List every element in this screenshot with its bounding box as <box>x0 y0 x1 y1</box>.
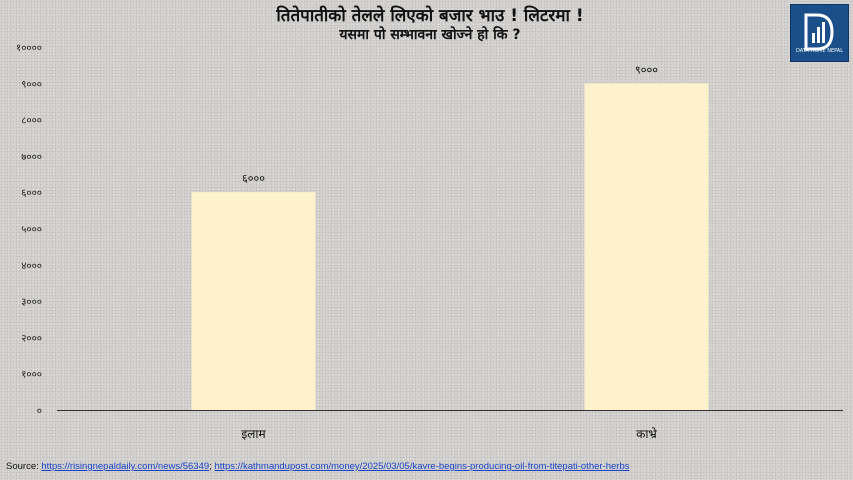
bar-2 <box>584 83 709 411</box>
data-label: ९००० <box>635 63 658 76</box>
y-tick-label: ८००० <box>21 116 42 127</box>
category-label: इलाम <box>241 427 266 441</box>
chart-subtitle: यसमा पो सम्भावना खोज्ने हो कि ? <box>339 27 521 43</box>
data-home-nepal-logo: DATA HOME NEPAL <box>790 4 849 62</box>
category-label: काभ्रे <box>636 427 657 441</box>
source-line: Source: https://risingnepaldaily.com/new… <box>6 461 629 472</box>
source-link-rising-nepal[interactable]: https://risingnepaldaily.com/news/56349 <box>41 461 210 472</box>
y-tick-label: २००० <box>21 333 42 344</box>
y-tick-label: ९००० <box>21 79 42 90</box>
data-label: ६००० <box>242 172 265 185</box>
y-tick-label: १००० <box>21 370 42 381</box>
logo-mark-icon <box>804 13 834 51</box>
title-block: तितेपातीको तेलले लिएको बजार भाउ ! लिटरमा… <box>180 6 680 44</box>
y-tick-label: ३००० <box>21 297 42 308</box>
y-tick-label: ५००० <box>21 225 42 236</box>
y-tick-label: ६००० <box>21 188 42 199</box>
chart-title: तितेपातीको तेलले लिएको बजार भाउ ! लिटरमा… <box>276 6 584 26</box>
logo-text: DATA HOME NEPAL <box>795 48 844 54</box>
source-link-kathmandu-post[interactable]: https://kathmandupost.com/money/2025/03/… <box>214 461 630 472</box>
source-label: Source: <box>6 461 39 472</box>
bar-1 <box>191 192 316 410</box>
y-tick-label: १०००० <box>16 43 42 54</box>
y-tick-label: ७००० <box>21 152 42 163</box>
source-separator: ; <box>209 461 212 472</box>
y-tick-label: ४००० <box>21 261 42 272</box>
y-tick-label: ० <box>37 406 42 417</box>
